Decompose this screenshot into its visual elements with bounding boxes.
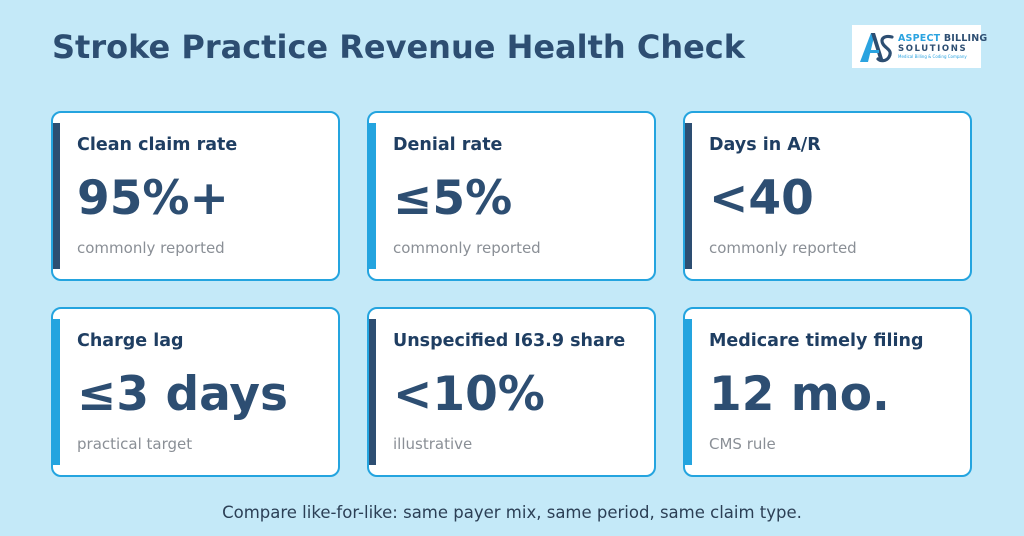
metric-value: 95%+ (77, 171, 229, 226)
metric-card-denial-rate: Denial rate ≤5% commonly reported (367, 111, 656, 281)
logo-word-aspect: ASPECT (898, 33, 941, 44)
metric-note: commonly reported (709, 239, 857, 257)
metric-note: practical target (77, 435, 193, 453)
metric-value: <10% (393, 367, 545, 422)
metric-label: Days in A/R (709, 135, 821, 155)
metric-card-days-in-ar: Days in A/R <40 commonly reported (683, 111, 972, 281)
metric-card-unspecified-share: Unspecified I63.9 share <10% illustrativ… (367, 307, 656, 477)
metric-value: <40 (709, 171, 814, 226)
page-title: Stroke Practice Revenue Health Check (52, 28, 746, 66)
metric-value: ≤3 days (77, 367, 288, 422)
aspect-billing-logo-icon (860, 32, 894, 62)
logo-word-solutions: SOLUTIONS (898, 43, 968, 54)
metric-value: 12 mo. (709, 367, 890, 422)
logo-word-billing: BILLING (943, 33, 988, 44)
metric-card-clean-claim-rate: Clean claim rate 95%+ commonly reported (51, 111, 340, 281)
metric-card-medicare-timely-filing: Medicare timely filing 12 mo. CMS rule (683, 307, 972, 477)
card-accent-bar (53, 123, 60, 269)
metric-value: ≤5% (393, 171, 513, 226)
company-logo: ASPECT BILLING SOLUTIONS Medical Billing… (852, 25, 987, 68)
card-accent-bar (685, 123, 692, 269)
card-accent-bar (369, 123, 376, 269)
card-accent-bar (53, 319, 60, 465)
footer-note: Compare like-for-like: same payer mix, s… (222, 503, 802, 522)
metric-label: Medicare timely filing (709, 331, 924, 351)
metric-label: Clean claim rate (77, 135, 238, 155)
metric-label: Denial rate (393, 135, 503, 155)
metric-note: illustrative (393, 435, 473, 453)
metric-card-charge-lag: Charge lag ≤3 days practical target (51, 307, 340, 477)
metric-label: Charge lag (77, 331, 184, 351)
metric-note: commonly reported (77, 239, 225, 257)
metric-note: CMS rule (709, 435, 776, 453)
logo-tagline: Medical Billing & Coding Company (898, 54, 967, 59)
card-accent-bar (369, 319, 376, 465)
card-accent-bar (685, 319, 692, 465)
metric-note: commonly reported (393, 239, 541, 257)
metric-label: Unspecified I63.9 share (393, 331, 626, 351)
